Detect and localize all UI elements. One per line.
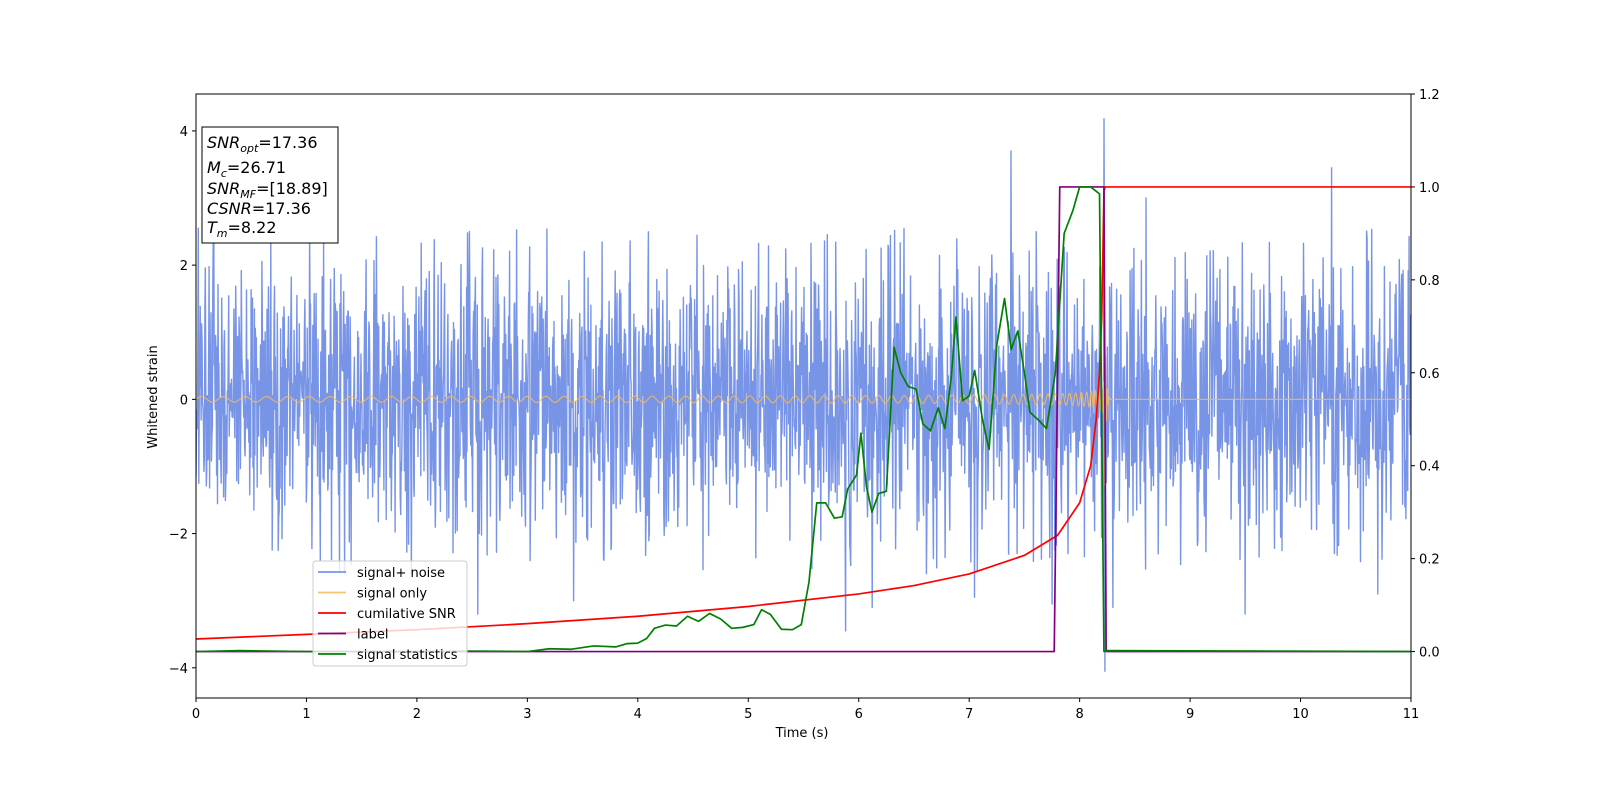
legend: signal+ noise signal only cumilative SNR la… [312, 560, 468, 667]
legend-label-label: label [357, 628, 388, 643]
y-right-tick-label: 1.2 [1419, 88, 1440, 103]
series-signal-statistics [196, 186, 1411, 653]
x-tick-label: 1 [302, 707, 310, 722]
x-tick-label: 4 [634, 707, 642, 722]
x-tick-label: 8 [1075, 707, 1083, 722]
annotation-snr-mf: SNRMF=[18.89] [207, 179, 328, 201]
x-tick-label: 2 [413, 707, 421, 722]
x-tick-label: 0 [192, 707, 200, 722]
legend-frame [312, 560, 468, 667]
series-signal-noise [196, 118, 1411, 672]
annotation-box-frame [201, 126, 339, 244]
y-right-tick-label: 0.4 [1419, 460, 1440, 475]
y-left-tick-label: −4 [169, 662, 188, 677]
y-axis-left: −4 −2 0 2 4 [169, 125, 196, 677]
y-right-tick-label: 0.6 [1419, 367, 1440, 382]
annotation-snr-opt: SNRopt=17.36 [207, 133, 318, 155]
x-tick-label: 10 [1292, 707, 1309, 722]
legend-label-cumilative-snr: cumilative SNR [357, 607, 456, 622]
x-axis: 0 1 2 3 4 5 6 7 8 9 10 11 [192, 698, 1419, 722]
x-axis-title: Time (s) [775, 726, 829, 741]
y-left-tick-label: 4 [180, 125, 188, 140]
legend-entries: signal+ noise signal only cumilative SNR la… [318, 566, 458, 663]
y-left-tick-label: 0 [180, 393, 188, 408]
annotation-box: SNRopt=17.36 Mc=26.71 SNRMF=[18.89] CSNR… [201, 126, 339, 244]
y-right-tick-label: 0.0 [1419, 646, 1440, 661]
y-right-tick-label: 1.0 [1419, 181, 1440, 196]
legend-label-signal-noise: signal+ noise [357, 566, 445, 581]
series-layer [196, 118, 1411, 672]
x-tick-label: 5 [744, 707, 752, 722]
y-right-tick-label: 0.8 [1419, 274, 1440, 289]
annotation-tm: Tm=8.22 [207, 218, 277, 240]
x-tick-label: 9 [1186, 707, 1194, 722]
series-signal-only [196, 355, 1411, 486]
y-left-tick-label: −2 [169, 528, 188, 543]
series-cumilative-snr [196, 186, 1411, 640]
y-axis-right: 0.0 0.2 0.4 0.6 0.8 1.0 1.2 [1411, 88, 1440, 661]
plot-frame [195, 93, 1412, 699]
y-axis-left-title: Whitened strain [146, 345, 161, 448]
y-left-tick-label: 2 [180, 259, 188, 274]
x-tick-label: 7 [965, 707, 973, 722]
legend-label-signal-only: signal only [357, 587, 427, 602]
annotation-csnr: CSNR=17.36 [207, 199, 311, 218]
y-right-tick-label: 0.2 [1419, 553, 1440, 568]
x-tick-label: 11 [1403, 707, 1420, 722]
x-tick-label: 6 [855, 707, 863, 722]
x-tick-label: 3 [523, 707, 531, 722]
legend-label-signal-statistics: signal statistics [357, 648, 458, 663]
annotation-mc: Mc=26.71 [207, 158, 286, 180]
